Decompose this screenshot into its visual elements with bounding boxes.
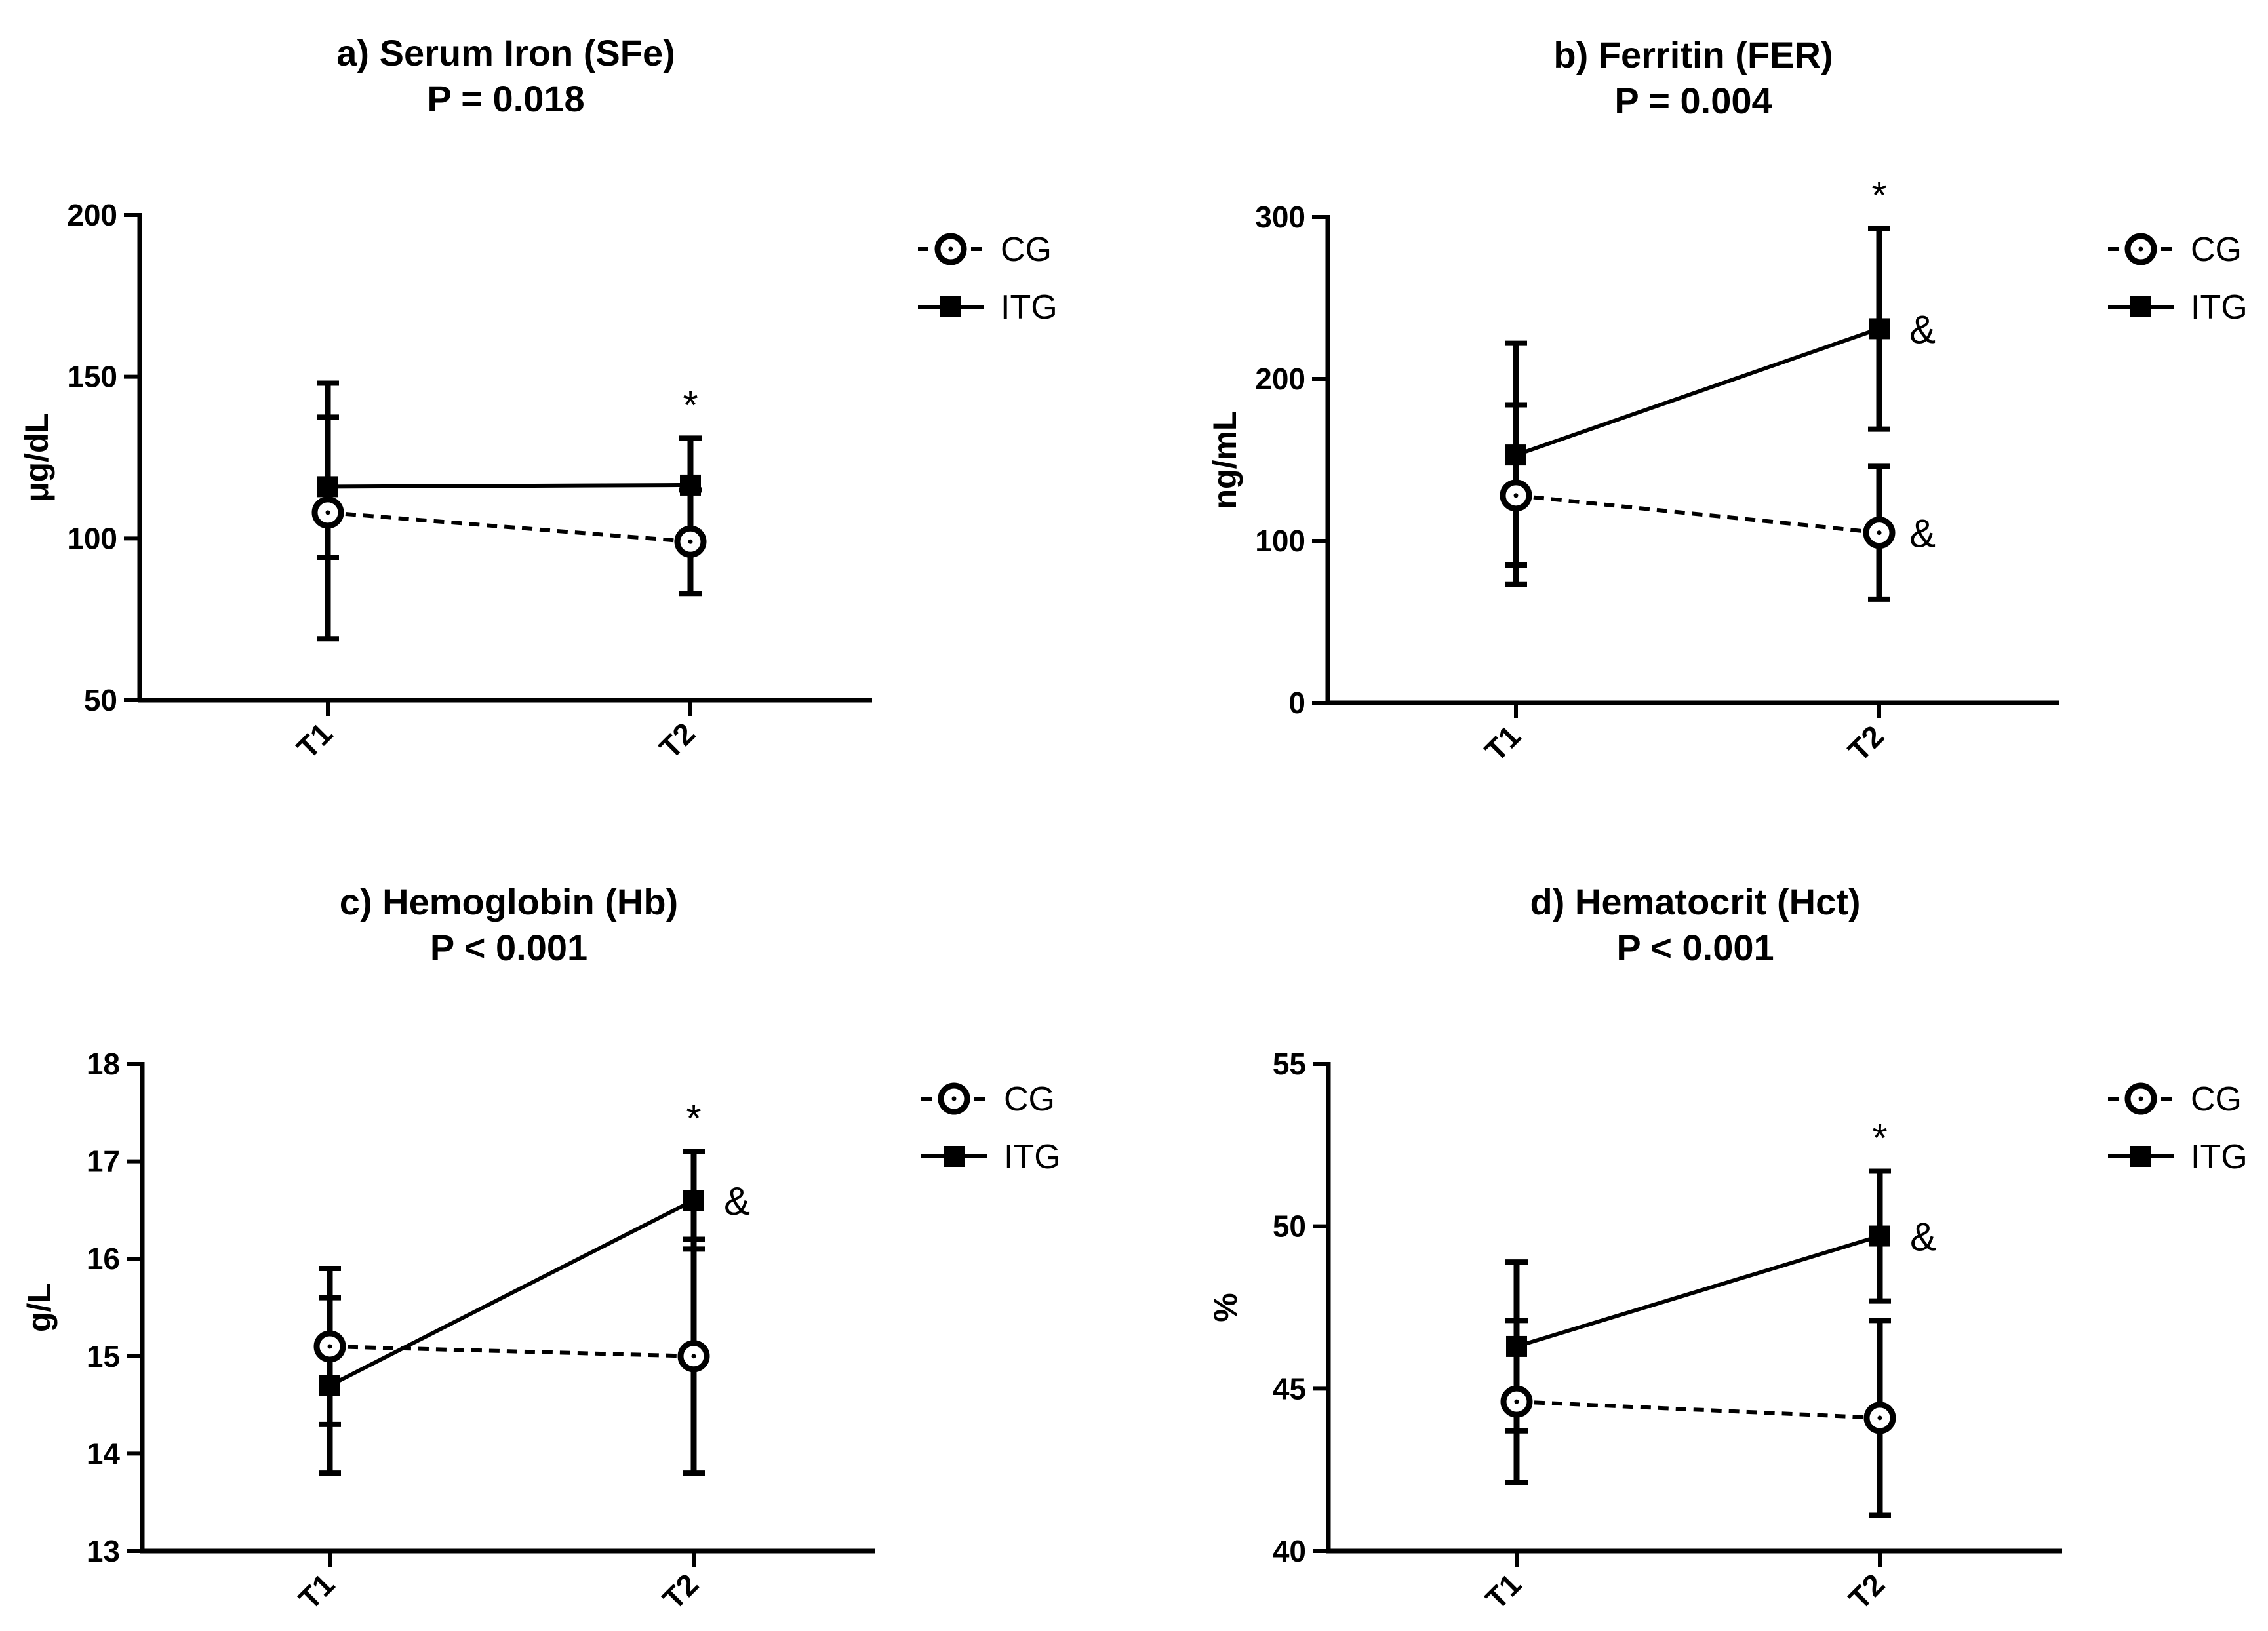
panel-hematocrit: d) Hematocrit (Hct) P < 0.001 40 45 50 55% T1 T…	[1207, 881, 2248, 1616]
legend-label: CG	[1001, 231, 1052, 269]
legend-label: ITG	[2191, 288, 2248, 326]
x-tick-label: T2	[656, 1567, 705, 1616]
legend-item-itg: ITG	[2108, 1138, 2248, 1176]
y-tick-label: 16	[87, 1242, 120, 1276]
y-tick-label: 300	[1255, 200, 1305, 234]
legend-item-cg: CG	[921, 1080, 1055, 1118]
data-point-cg	[1863, 517, 1896, 549]
legend-marker	[944, 1146, 965, 1167]
legend-marker	[2130, 296, 2151, 317]
y-tick-label: 40	[1273, 1534, 1306, 1568]
data-point-itg	[1869, 1225, 1890, 1247]
y-tick-label: 18	[87, 1047, 120, 1081]
data-point-itg	[1869, 318, 1890, 340]
y-tick-label: 17	[87, 1145, 120, 1179]
data-point-cg	[1863, 1402, 1896, 1434]
series-line-cg	[329, 1344, 694, 1358]
data-point-cg	[311, 496, 344, 529]
legend-label: ITG	[1001, 288, 1058, 326]
chart-title: d) Hematocrit (Hct)	[1530, 881, 1860, 922]
data-point-cg	[1500, 479, 1532, 512]
chart-title: c) Hemoglobin (Hb)	[340, 881, 678, 922]
legend-marker	[2130, 1146, 2151, 1167]
chart-title: a) Serum Iron (SFe)	[336, 32, 675, 73]
series-line-cg	[1515, 493, 1880, 535]
data-point-itg	[680, 474, 701, 496]
series-line-itg	[1515, 326, 1880, 457]
significance-asterisk: *	[1872, 1116, 1887, 1160]
significance-ampersand: &	[1909, 307, 1936, 351]
x-tick-label: T2	[1841, 718, 1890, 768]
legend-label: CG	[2191, 231, 2242, 269]
legend-label: ITG	[2191, 1138, 2248, 1176]
legend-item-itg: ITG	[918, 288, 1058, 326]
y-tick-label: 55	[1273, 1047, 1306, 1081]
x-tick-label: T2	[1842, 1567, 1891, 1616]
data-point-itg	[319, 1375, 340, 1396]
y-tick-label: 50	[84, 683, 117, 717]
y-tick-label: 150	[67, 360, 117, 394]
legend-item-cg: CG	[2108, 231, 2242, 269]
data-point-itg	[683, 1190, 704, 1211]
data-point-cg	[313, 1330, 346, 1363]
y-tick-label: 100	[67, 521, 117, 555]
data-point-itg	[1505, 444, 1526, 466]
legend-item-itg: ITG	[921, 1138, 1061, 1176]
y-axis-label: ng/mL	[1206, 411, 1243, 509]
legend-marker	[2124, 233, 2157, 265]
panel-ferritin: b) Ferritin (FER) P = 0.004 0 100 200 300 ng/m…	[1206, 34, 2248, 768]
data-point-itg	[317, 476, 338, 498]
legend-item-cg: CG	[918, 231, 1052, 269]
data-point-cg	[1500, 1385, 1533, 1418]
significance-ampersand: &	[724, 1179, 750, 1223]
chart-title: b) Ferritin (FER)	[1553, 34, 1833, 75]
y-tick-label: 14	[87, 1436, 121, 1470]
series-line-itg	[327, 482, 691, 489]
significance-asterisk: *	[686, 1097, 701, 1141]
y-axis-label: %	[1207, 1293, 1244, 1322]
significance-asterisk: *	[1871, 173, 1886, 217]
x-tick-label: T2	[652, 716, 702, 765]
x-tick-label: T1	[290, 716, 339, 765]
series-line-itg	[1516, 1234, 1880, 1348]
legend-item-itg: ITG	[2108, 288, 2248, 326]
legend-marker	[940, 296, 961, 317]
series-line-cg	[1516, 1400, 1880, 1420]
y-axis-label: g/L	[21, 1283, 58, 1332]
legend-marker	[934, 233, 967, 265]
significance-ampersand: &	[1909, 512, 1936, 556]
y-tick-label: 15	[87, 1339, 120, 1373]
significance-ampersand: &	[1910, 1215, 1936, 1259]
chart-subtitle: P = 0.004	[1614, 80, 1772, 121]
series-line-itg	[328, 1198, 695, 1388]
data-point-itg	[1506, 1335, 1527, 1357]
y-tick-label: 45	[1273, 1371, 1306, 1405]
x-tick-label: T1	[292, 1567, 341, 1616]
chart-subtitle: P < 0.001	[430, 927, 587, 968]
y-axis-label: μg/dL	[18, 413, 55, 502]
chart-subtitle: P < 0.001	[1616, 927, 1774, 968]
y-tick-label: 0	[1288, 686, 1305, 720]
x-tick-label: T1	[1478, 718, 1527, 768]
legend-label: CG	[2191, 1080, 2242, 1118]
legend-label: CG	[1004, 1080, 1055, 1118]
chart-subtitle: P = 0.018	[427, 78, 584, 119]
x-tick-label: T1	[1479, 1567, 1528, 1616]
data-point-cg	[674, 525, 707, 558]
panel-serum-iron: a) Serum Iron (SFe) P = 0.018 50 100 150 200 μ…	[18, 32, 1058, 765]
y-tick-label: 13	[87, 1534, 120, 1568]
legend-item-cg: CG	[2108, 1080, 2242, 1118]
data-point-cg	[677, 1340, 710, 1373]
y-tick-label: 100	[1255, 524, 1305, 558]
significance-asterisk: *	[683, 383, 698, 427]
legend-marker	[2124, 1082, 2157, 1115]
series-line-cg	[327, 510, 691, 544]
panel-hemoglobin: c) Hemoglobin (Hb) P < 0.001 13 14 15 16 17 18 g…	[21, 881, 1061, 1616]
y-tick-label: 200	[67, 198, 117, 232]
legend-marker	[938, 1082, 970, 1115]
y-tick-label: 50	[1273, 1209, 1306, 1244]
y-tick-label: 200	[1255, 362, 1305, 396]
legend-label: ITG	[1004, 1138, 1061, 1176]
